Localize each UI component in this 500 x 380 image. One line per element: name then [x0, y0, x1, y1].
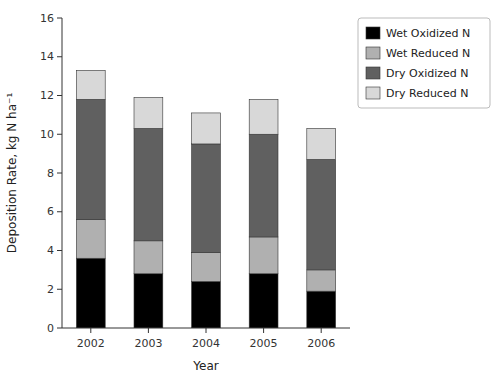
- y-tick-label: 12: [40, 89, 54, 102]
- y-tick: [57, 211, 62, 212]
- legend-box: [358, 18, 490, 108]
- bar-segment: [307, 128, 336, 159]
- legend-swatch: [366, 87, 380, 99]
- y-tick: [57, 56, 62, 57]
- y-tick-label: 8: [47, 167, 54, 180]
- legend-label: Wet Oxidized N: [386, 27, 470, 40]
- bar-segment: [76, 258, 105, 328]
- legend-label: Wet Reduced N: [386, 47, 470, 60]
- y-tick-label: 0: [47, 322, 54, 335]
- bar-segment: [307, 291, 336, 328]
- y-tick: [57, 289, 62, 290]
- x-tick: [321, 328, 322, 333]
- legend-swatch: [366, 27, 380, 39]
- y-tick: [57, 134, 62, 135]
- legend-swatch: [366, 47, 380, 59]
- bar-segment: [307, 159, 336, 269]
- y-tick: [57, 18, 62, 19]
- x-tick-label: 2002: [77, 337, 105, 350]
- bar-segment: [76, 70, 105, 99]
- x-tick-label: 2005: [250, 337, 278, 350]
- bar-segment: [249, 237, 278, 274]
- bar-segment: [307, 270, 336, 291]
- x-tick-label: 2004: [192, 337, 220, 350]
- x-tick: [263, 328, 264, 333]
- bar-segment: [192, 282, 221, 329]
- bar-segment: [134, 97, 163, 128]
- y-tick-label: 2: [47, 283, 54, 296]
- legend-label: Dry Oxidized N: [386, 67, 469, 80]
- chart-container: 0 2 4 6 8 10 12 14 16 2002 2003 2004 2005 2006 Year Dep…: [0, 0, 500, 380]
- legend-label: Dry Reduced N: [386, 87, 468, 100]
- bar-segment: [249, 134, 278, 237]
- bar-segment: [249, 274, 278, 328]
- y-tick-label: 6: [47, 205, 54, 218]
- bar-segment: [192, 144, 221, 253]
- y-tick-label: 16: [40, 12, 54, 25]
- legend: Wet Oxidized N Wet Reduced N Dry Oxidized …: [358, 18, 490, 108]
- x-tick-label: 2003: [134, 337, 162, 350]
- legend-swatch: [366, 67, 380, 79]
- chart: 0 2 4 6 8 10 12 14 16 2002 2003 2004 2005 2006 Year Dep…: [0, 0, 500, 380]
- bars: [76, 70, 335, 328]
- bar-segment: [192, 113, 221, 144]
- y-axis-label: Deposition Rate, kg N ha⁻¹: [5, 93, 19, 254]
- bar-segment: [76, 99, 105, 219]
- x-tick: [148, 328, 149, 333]
- y-tick: [57, 328, 62, 329]
- y-tick-label: 14: [40, 50, 54, 63]
- bar-segment: [134, 241, 163, 274]
- x-tick-label: 2006: [307, 337, 335, 350]
- y-tick: [57, 95, 62, 96]
- y-tick-label: 4: [47, 244, 54, 257]
- y-tick: [57, 250, 62, 251]
- y-tick: [57, 173, 62, 174]
- y-tick-label: 10: [40, 128, 54, 141]
- x-tick: [206, 328, 207, 333]
- bar-segment: [192, 252, 221, 281]
- bar-segment: [76, 220, 105, 259]
- bar-segment: [134, 128, 163, 240]
- bar-segment: [134, 274, 163, 328]
- x-axis-label: Year: [192, 359, 218, 373]
- bar-segment: [249, 99, 278, 134]
- x-tick: [90, 328, 91, 333]
